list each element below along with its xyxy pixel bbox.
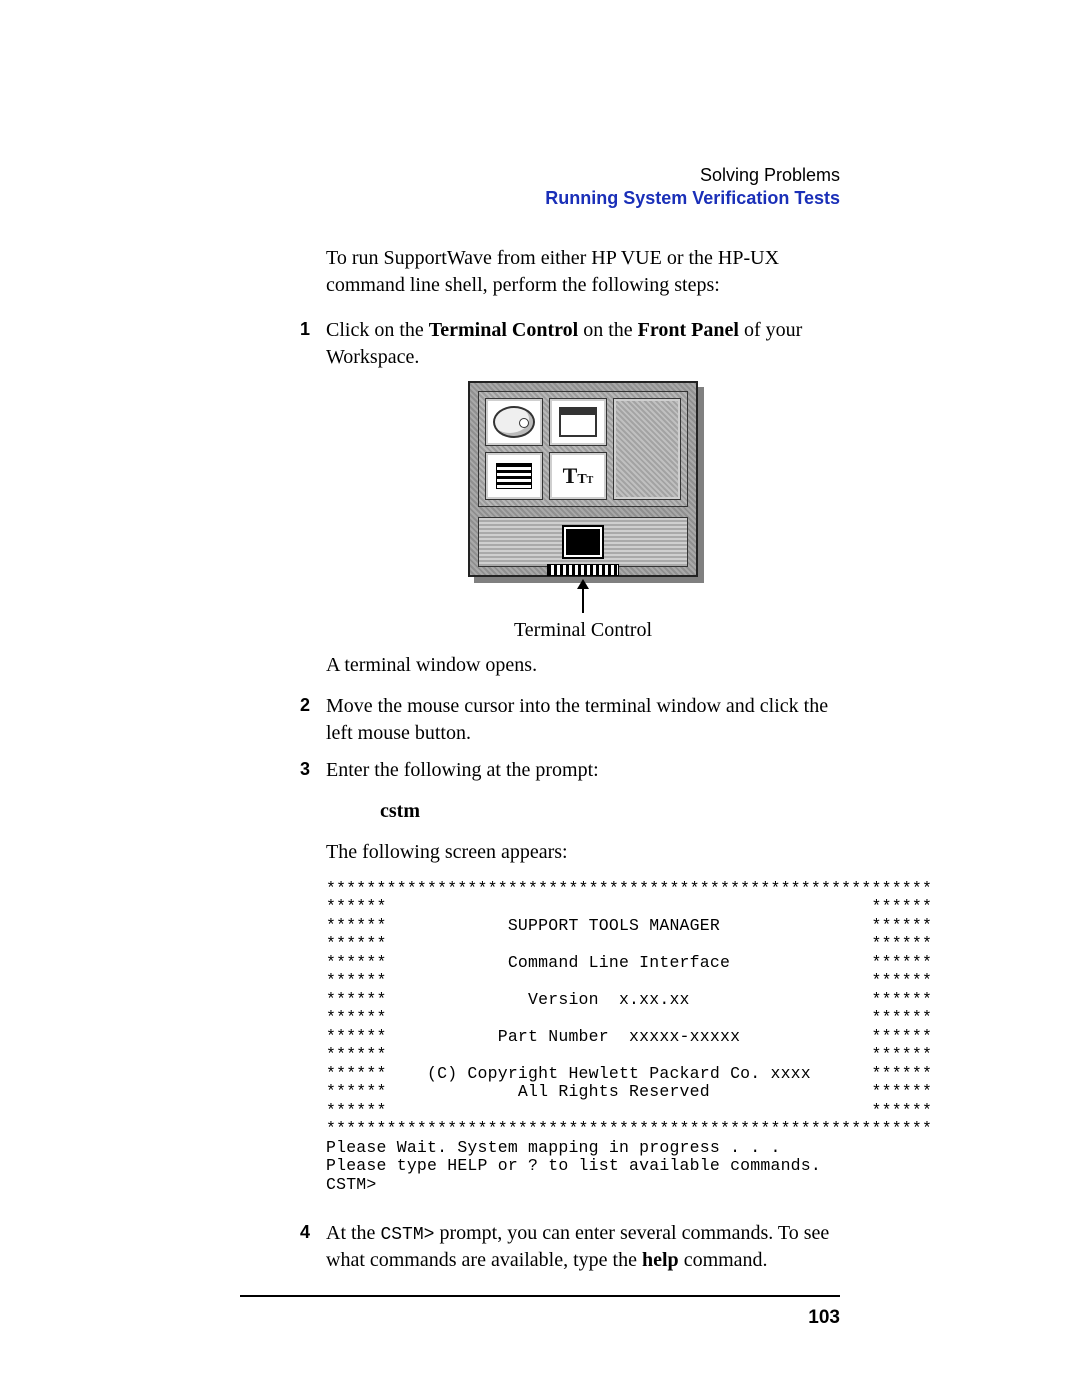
step-text: Enter the following at the prompt: [326,757,840,784]
step-number: 4 [300,1220,326,1274]
side-panel-icon [613,398,681,500]
front-panel-graphic: TTT [468,381,698,577]
step-4: 4 At the CSTM> prompt, you can enter sev… [300,1220,840,1274]
terminal-icon [564,527,602,557]
palette-icon [485,398,543,446]
footer-rule [240,1295,840,1297]
header-title: Running System Verification Tests [545,188,840,209]
figure-after-text: A terminal window opens. [326,652,840,679]
page-header: Solving Problems Running System Verifica… [545,165,840,209]
step-text: Click on the Terminal Control on the Fro… [326,317,840,371]
step-number: 1 [300,317,326,371]
bars-icon [485,452,543,500]
page-number: 103 [808,1307,840,1329]
header-section: Solving Problems [545,165,840,186]
terminal-output: ****************************************… [326,880,840,1194]
figure: TTT Terminal Control [326,381,840,644]
step-text: At the CSTM> prompt, you can enter sever… [326,1220,840,1274]
step-2: 2 Move the mouse cursor into the termina… [300,693,840,747]
command-text: cstm [380,798,840,825]
step-number: 2 [300,693,326,747]
page: Solving Problems Running System Verifica… [0,0,1080,1397]
screen-intro: The following screen appears: [326,839,840,866]
figure-caption: Terminal Control [326,617,840,644]
arrow-up-icon [573,579,593,613]
panel-bottom [478,517,688,567]
step-text: Move the mouse cursor into the terminal … [326,693,840,747]
panel-top: TTT [478,391,688,507]
step-3: 3 Enter the following at the prompt: [300,757,840,784]
body: To run SupportWave from either HP VUE or… [300,245,840,1274]
tt-icon: TTT [549,452,607,500]
intro-paragraph: To run SupportWave from either HP VUE or… [326,245,840,299]
window-icon [549,398,607,446]
step-number: 3 [300,757,326,784]
keyboard-icon [547,564,619,576]
step-1: 1 Click on the Terminal Control on the F… [300,317,840,371]
